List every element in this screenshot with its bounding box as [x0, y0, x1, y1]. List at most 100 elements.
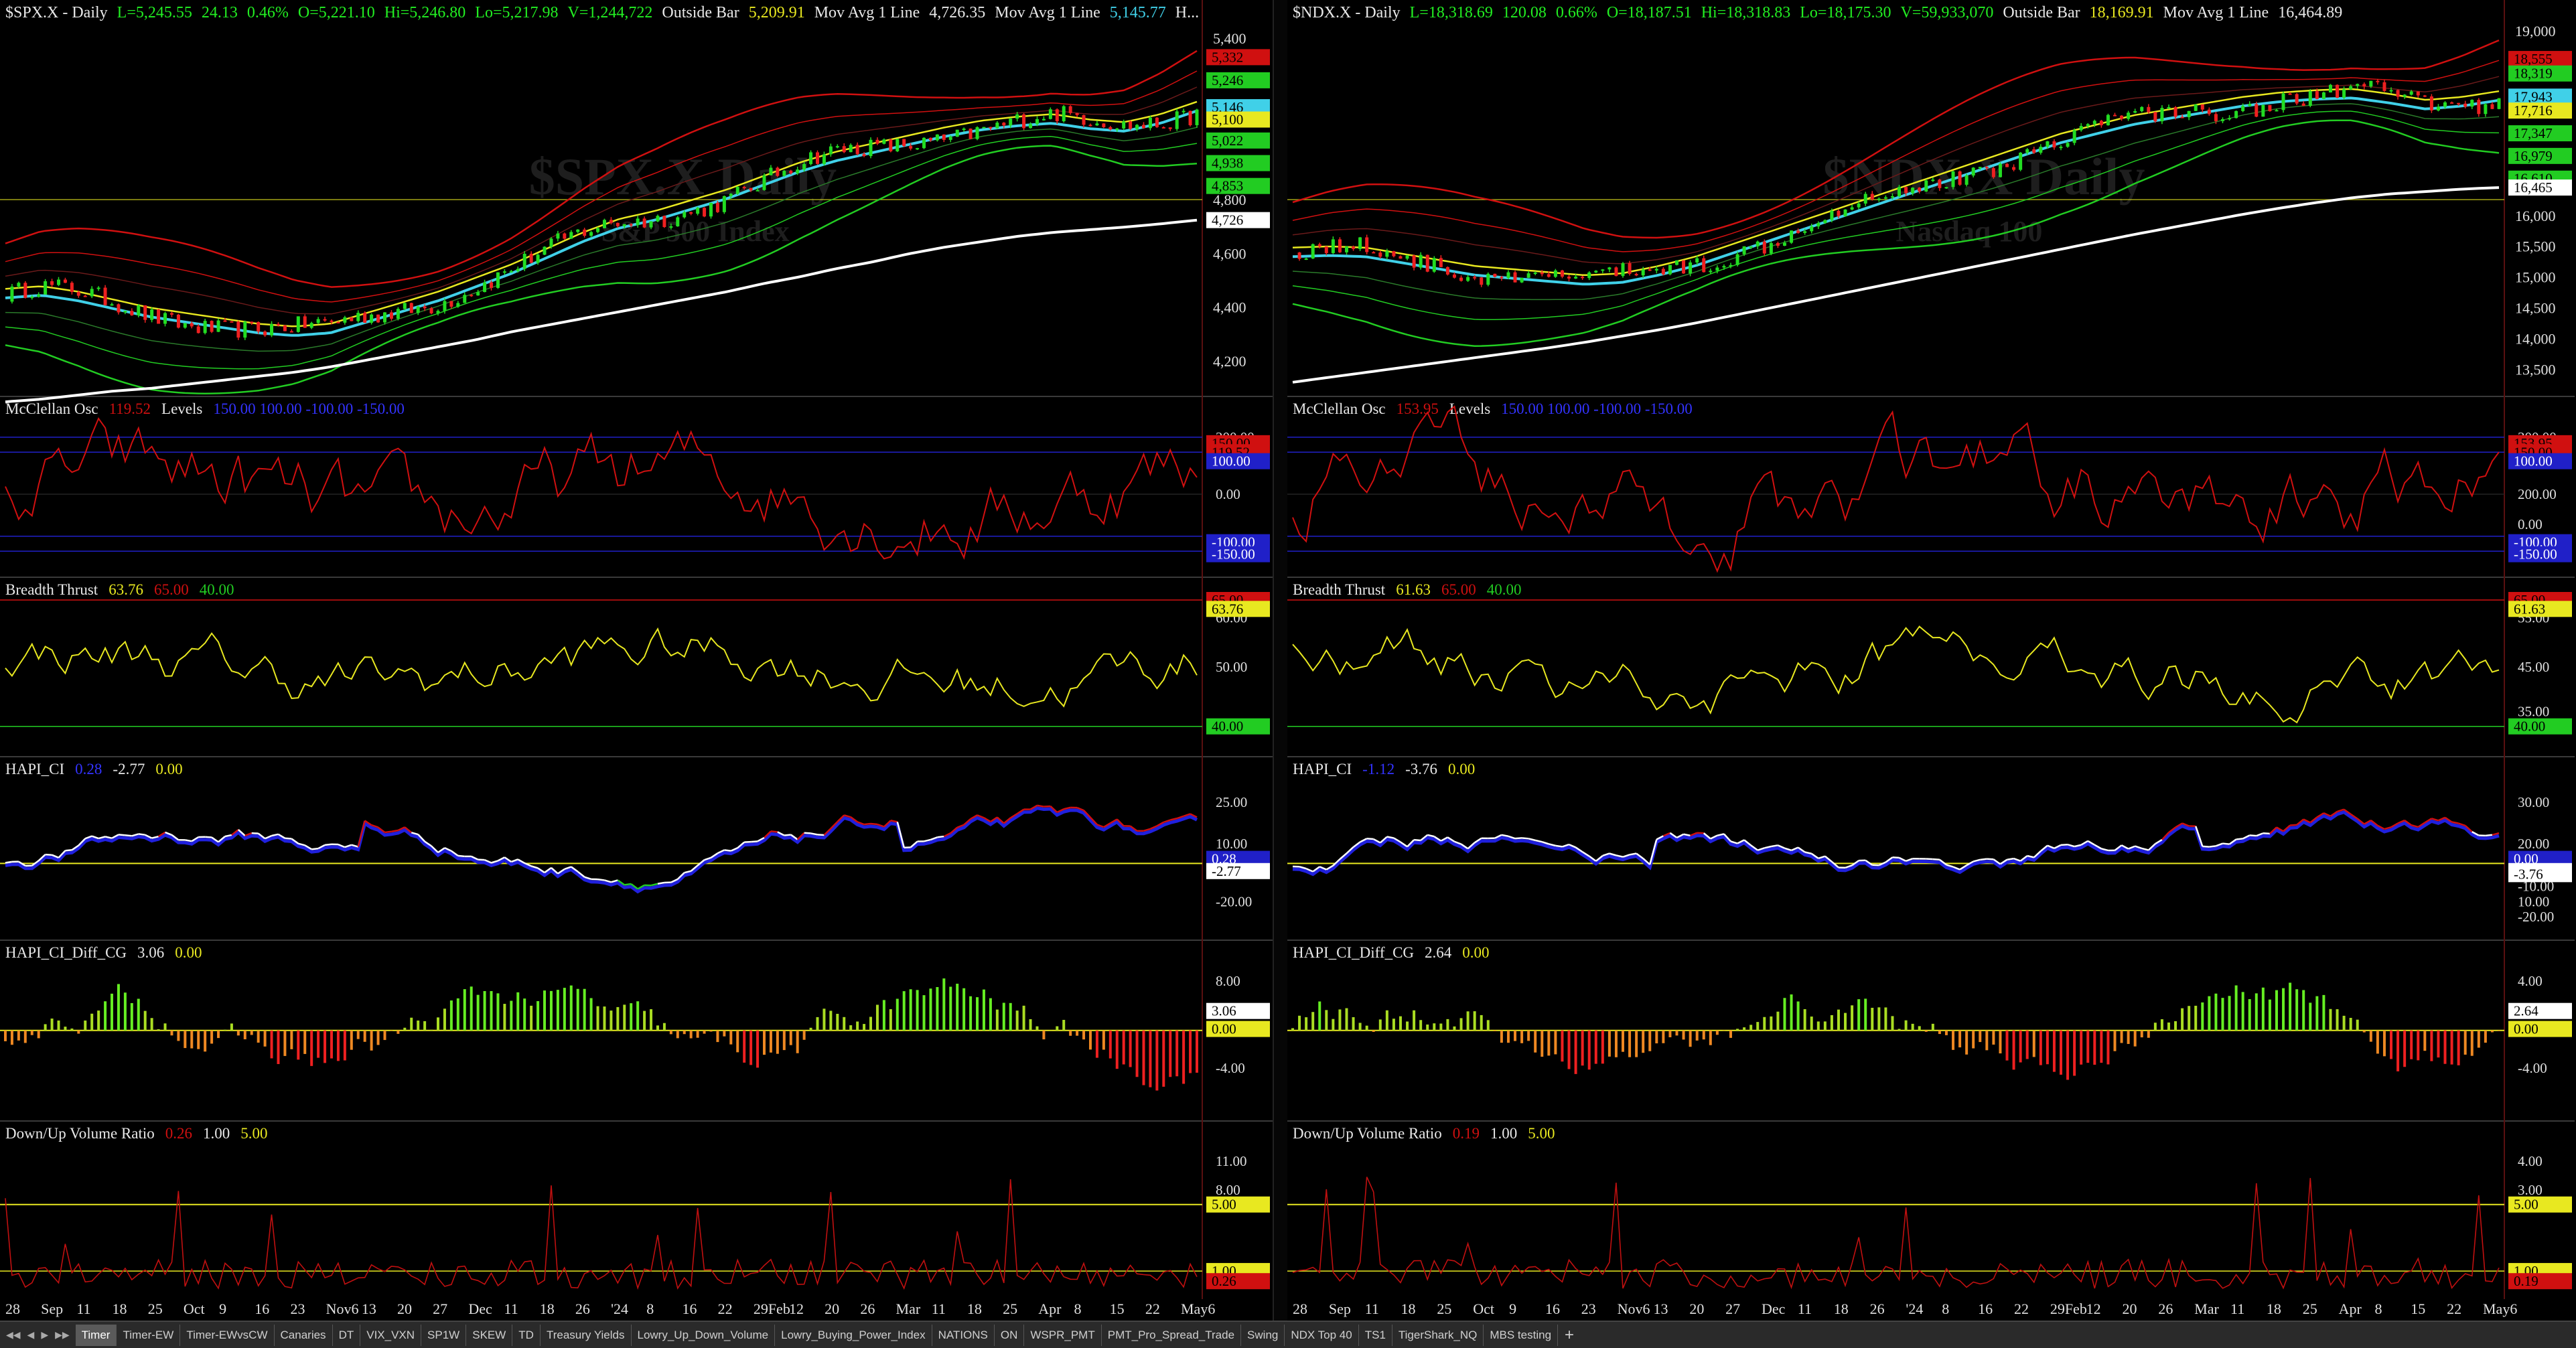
price-tick-label: 13,500: [2515, 361, 2556, 378]
tab-wspr-pmt[interactable]: WSPR_PMT: [1024, 1325, 1101, 1346]
tab-timer[interactable]: Timer: [76, 1325, 117, 1346]
candle-body: [90, 289, 94, 296]
candle-body: [1587, 273, 1591, 278]
candle-body: [1446, 267, 1449, 275]
candle-body: [1952, 171, 1955, 187]
x-axis-date-label: 28: [1293, 1300, 1307, 1317]
candle-body: [1095, 123, 1098, 125]
candle-body: [2430, 96, 2433, 110]
watermark-name: S&P 500 Index: [601, 215, 790, 248]
candle-body: [10, 287, 13, 302]
candle-body: [809, 152, 812, 164]
hapi-segment: [1684, 834, 1691, 836]
tab-timer-ew[interactable]: Timer-EW: [117, 1325, 180, 1346]
candle-body: [1642, 269, 1645, 275]
candle-body: [1749, 246, 1753, 248]
tab-nations[interactable]: NATIONS: [932, 1325, 995, 1346]
candle-body: [510, 271, 513, 273]
candle-body: [2221, 119, 2224, 121]
tab-timer-ewvscw[interactable]: Timer-EWvsCW: [180, 1325, 274, 1346]
tab-lowry-buying-power-index[interactable]: Lowry_Buying_Power_Index: [775, 1325, 932, 1346]
candle-body: [1918, 188, 1921, 192]
candle-body: [2261, 105, 2265, 117]
volratio-tick-label: 4.00: [2518, 1153, 2543, 1169]
candle-body: [549, 238, 553, 246]
x-axis-date-label: Sep: [41, 1300, 63, 1317]
candle-body: [1898, 187, 1901, 196]
tab-pmt-pro-spread-trade[interactable]: PMT_Pro_Spread_Trade: [1102, 1325, 1241, 1346]
candle-body: [729, 194, 733, 196]
x-axis-date-label: May6: [1181, 1300, 1215, 1317]
tab-vix-vxn[interactable]: VIX_VXN: [360, 1325, 421, 1346]
hapi-segment: [784, 834, 791, 835]
tab-ndx-top-40[interactable]: NDX Top 40: [1285, 1325, 1358, 1346]
candle-body: [1622, 263, 1625, 276]
candle-body: [610, 220, 613, 222]
candle-body: [336, 322, 340, 323]
mcclellan-tick-label: 0.00: [2518, 516, 2543, 532]
add-tab-button[interactable]: +: [1558, 1325, 1581, 1346]
tab-treasury-yields[interactable]: Treasury Yields: [541, 1325, 632, 1346]
price-badge-label: 17,716: [2514, 102, 2553, 119]
candle-body: [2167, 107, 2170, 108]
tab-swing[interactable]: Swing: [1241, 1325, 1285, 1346]
tab-tigershark-nq[interactable]: TigerShark_NQ: [1392, 1325, 1484, 1346]
next-tab-icon[interactable]: ▶: [39, 1329, 50, 1341]
candle-body: [1756, 242, 1760, 246]
candle-body: [1399, 256, 1402, 259]
candle-body: [1466, 277, 1470, 281]
candle-body: [1318, 244, 1321, 246]
candle-body: [1332, 239, 1335, 253]
candle-body: [796, 169, 799, 173]
candle-body: [197, 326, 200, 333]
tab-td[interactable]: TD: [512, 1325, 541, 1346]
candle-body: [1102, 123, 1105, 127]
tab-lowry-up-down-volume[interactable]: Lowry_Up_Down_Volume: [632, 1325, 776, 1346]
candle-body: [743, 187, 746, 188]
candle-body: [1830, 211, 1833, 220]
hapi-badge-label: -2.77: [1212, 863, 1241, 879]
tab-sp1w[interactable]: SP1W: [421, 1325, 466, 1346]
candle-body: [843, 146, 846, 152]
x-axis-date-label: 22: [718, 1300, 733, 1317]
last-tab-icon[interactable]: ▶▶: [53, 1329, 72, 1341]
candle-body: [2005, 164, 2009, 167]
price-tick-label: 16,000: [2515, 208, 2556, 224]
candle-body: [723, 196, 726, 212]
candle-body: [2073, 130, 2076, 143]
candle-body: [356, 313, 360, 321]
candle-body: [956, 130, 959, 137]
tab-mbs-testing[interactable]: MBS testing: [1484, 1325, 1558, 1346]
tab-ts1[interactable]: TS1: [1359, 1325, 1392, 1346]
x-axis-date-label: 18: [1401, 1300, 1416, 1317]
tab-dt[interactable]: DT: [333, 1325, 361, 1346]
candle-body: [303, 316, 307, 327]
tab-canaries[interactable]: Canaries: [275, 1325, 333, 1346]
candle-body: [403, 303, 407, 309]
candle-body: [417, 307, 420, 313]
candle-body: [250, 321, 253, 323]
candle-body: [856, 145, 859, 154]
candle-body: [2490, 104, 2494, 109]
x-axis-date-label: 26: [575, 1300, 590, 1317]
first-tab-icon[interactable]: ◀◀: [4, 1329, 23, 1341]
candle-body: [1965, 175, 1969, 185]
volratio-line: [1293, 1177, 2499, 1288]
candle-body: [1520, 278, 1524, 283]
candle-body: [2039, 147, 2042, 153]
volratio-badge-label: 5.00: [2514, 1197, 2538, 1213]
tab-on[interactable]: ON: [995, 1325, 1025, 1346]
candle-body: [1783, 242, 1786, 246]
candle-body: [449, 301, 453, 307]
mcclellan-tick-label: 0.00: [1216, 486, 1240, 502]
hapi-segment: [2290, 825, 2297, 826]
tab-skew[interactable]: SKEW: [466, 1325, 512, 1346]
prev-tab-icon[interactable]: ◀: [25, 1329, 37, 1341]
candle-body: [423, 307, 427, 308]
candle-body: [223, 321, 226, 322]
